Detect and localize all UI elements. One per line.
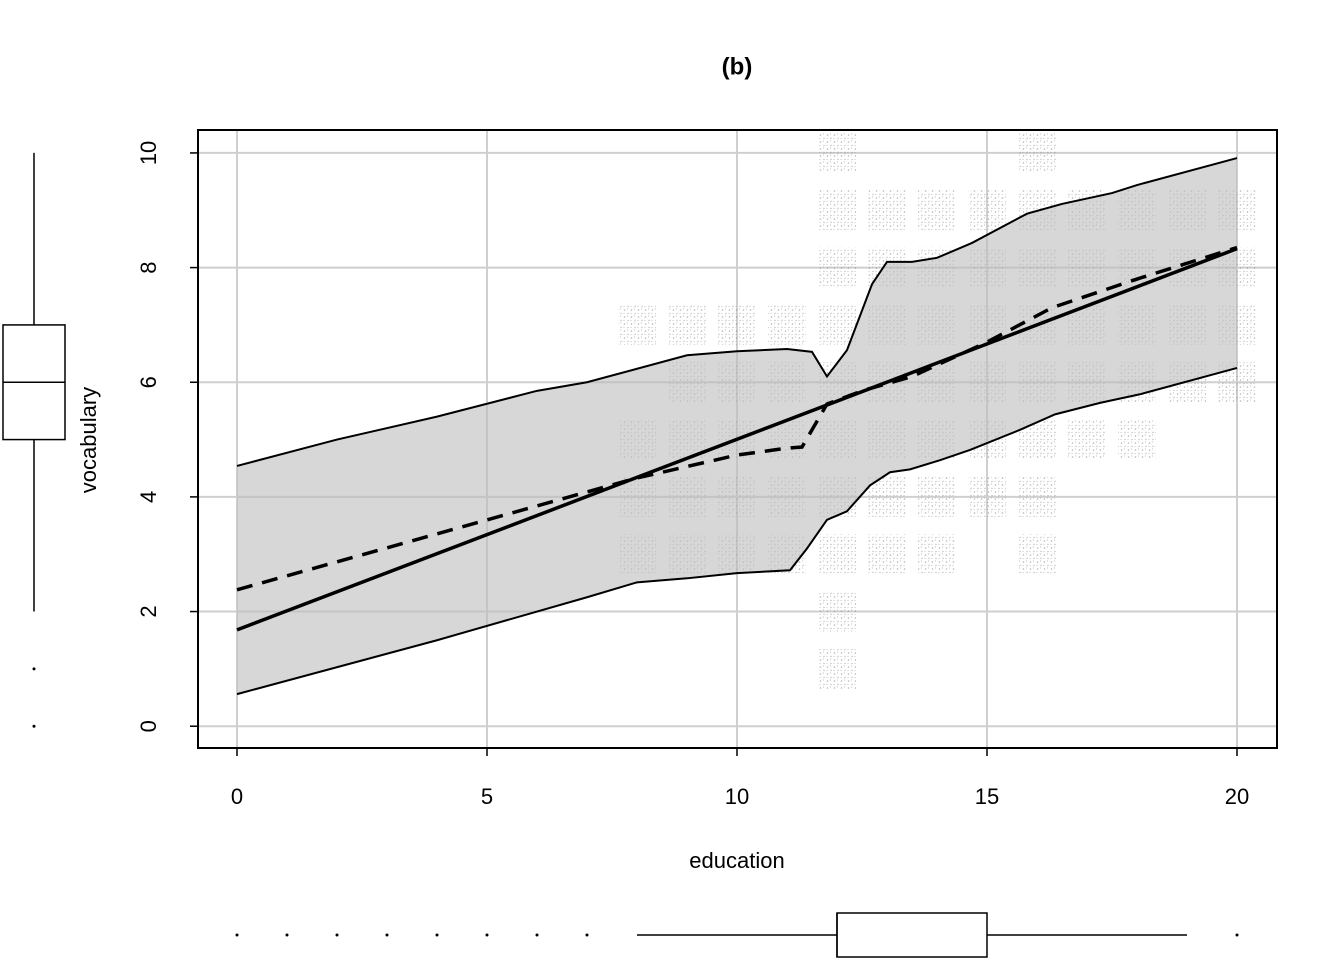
outlier	[32, 724, 36, 728]
observation-cloud	[818, 190, 856, 231]
outlier	[535, 933, 539, 937]
x-tick-label: 15	[975, 784, 999, 809]
outlier	[435, 933, 439, 937]
observation-cloud	[868, 534, 906, 575]
confidence-band	[237, 158, 1237, 695]
band-upper	[236, 157, 1238, 467]
y-tick-label: 6	[136, 376, 161, 388]
observation-cloud	[718, 304, 756, 345]
y-axis-label: vocabulary	[76, 387, 101, 493]
outlier	[385, 933, 389, 937]
outlier	[1235, 933, 1239, 937]
observation-cloud	[918, 190, 956, 231]
y-tick-label: 0	[136, 720, 161, 732]
x-tick-label: 0	[231, 784, 243, 809]
outlier	[585, 933, 589, 937]
observation-cloud	[1018, 132, 1056, 173]
observation-cloud	[918, 534, 956, 575]
outlier	[285, 933, 289, 937]
box	[836, 912, 988, 958]
x-tick-label: 10	[725, 784, 749, 809]
observation-cloud	[818, 648, 856, 689]
x-tick-label: 20	[1225, 784, 1249, 809]
observation-cloud	[1118, 419, 1156, 460]
regression-line	[236, 247, 1238, 632]
observation-cloud	[968, 190, 1006, 231]
y-tick-label: 8	[136, 261, 161, 273]
observation-cloud	[818, 591, 856, 632]
observation-cloud	[868, 190, 906, 231]
chart-title: (b)	[722, 53, 753, 80]
outlier	[32, 667, 36, 671]
observation-cloud	[1018, 476, 1056, 517]
observation-cloud	[1068, 419, 1106, 460]
plot-frame	[197, 129, 1278, 749]
y-tick-label: 2	[136, 605, 161, 617]
observation-cloud	[668, 304, 706, 345]
x-tick-label: 5	[481, 784, 493, 809]
x-axis-label: education	[689, 848, 784, 873]
observation-cloud	[818, 534, 856, 575]
observation-cloud	[968, 476, 1006, 517]
y-tick-label: 4	[136, 491, 161, 503]
observation-cloud	[1018, 534, 1056, 575]
observation-cloud	[918, 476, 956, 517]
band-lower	[236, 366, 1238, 696]
observation-cloud	[618, 304, 656, 345]
observation-cloud	[818, 304, 856, 345]
observation-cloud	[818, 132, 856, 173]
outlier	[335, 933, 339, 937]
outlier	[235, 933, 239, 937]
outlier	[485, 933, 489, 937]
observation-cloud	[768, 304, 806, 345]
y-tick-label: 10	[136, 141, 161, 165]
observation-cloud	[818, 247, 856, 288]
